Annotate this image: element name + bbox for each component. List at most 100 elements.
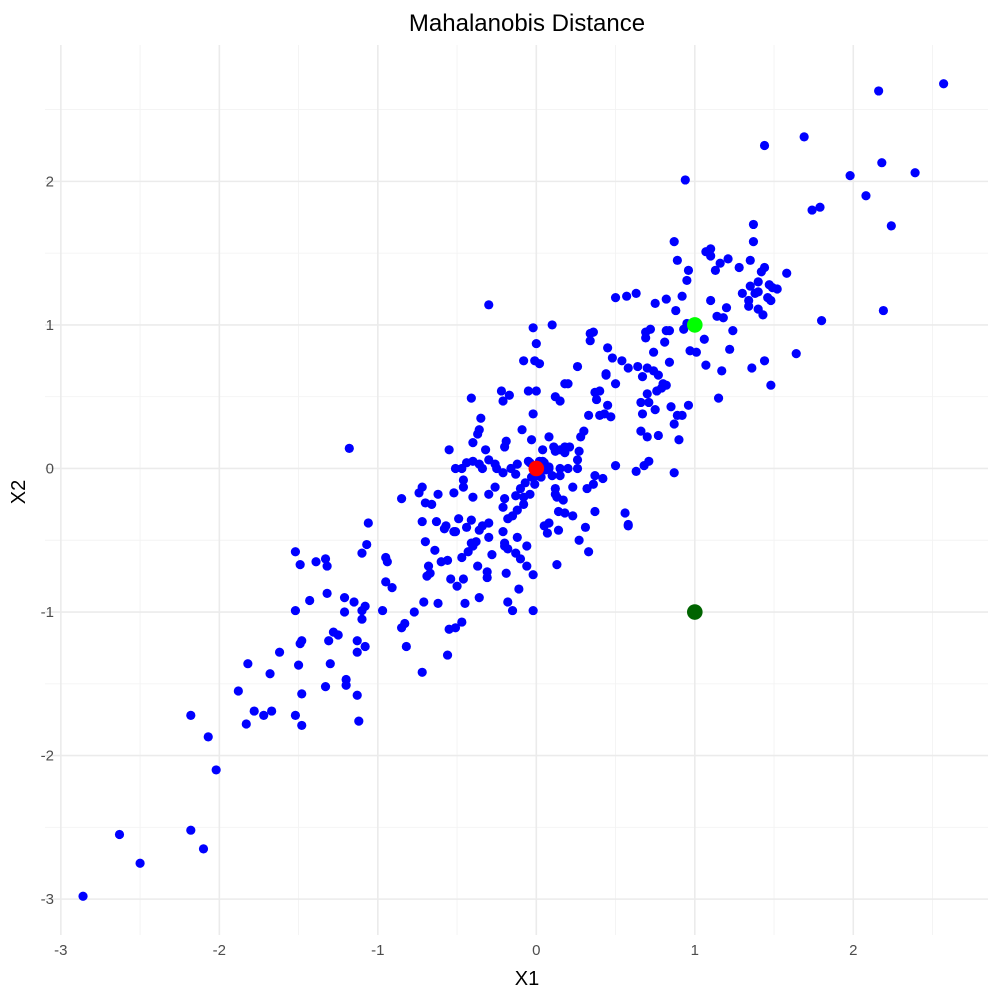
data-point: [544, 432, 554, 442]
data-point: [498, 502, 508, 512]
data-point: [339, 593, 350, 603]
data-point: [715, 258, 725, 268]
data-point: [382, 557, 392, 567]
data-point: [420, 537, 430, 547]
data-point: [471, 537, 481, 547]
data-point: [645, 324, 656, 334]
data-point: [473, 561, 483, 571]
x-tick-label: 1: [691, 942, 699, 959]
data-point: [642, 432, 652, 442]
data-point: [322, 561, 332, 571]
data-point: [352, 636, 362, 646]
data-point: [631, 288, 641, 298]
data-point: [466, 515, 476, 525]
data-point: [620, 508, 630, 518]
highlight-point: [686, 317, 703, 333]
data-point: [650, 298, 660, 308]
data-point: [466, 393, 476, 403]
data-point: [815, 202, 825, 212]
data-point: [442, 555, 453, 565]
data-point: [560, 442, 570, 452]
data-point: [580, 522, 591, 532]
data-point: [528, 570, 538, 580]
data-point: [458, 475, 469, 485]
major-grid: [45, 45, 988, 935]
data-point: [558, 495, 568, 505]
data-point: [753, 287, 763, 297]
data-point: [766, 380, 776, 390]
data-point: [439, 524, 449, 534]
highlight-points: [528, 317, 703, 620]
data-point: [500, 494, 510, 504]
data-point: [477, 463, 488, 474]
data-point: [603, 343, 613, 353]
data-point: [484, 300, 494, 310]
data-point: [584, 410, 594, 420]
data-point: [511, 491, 521, 501]
data-point: [555, 463, 565, 474]
data-point: [807, 205, 817, 215]
data-point: [572, 463, 583, 474]
data-point: [661, 294, 671, 304]
data-point: [297, 689, 307, 699]
y-axis-title: X2: [8, 480, 30, 504]
highlight-point: [528, 460, 545, 477]
data-point: [519, 499, 529, 509]
data-points: [78, 79, 949, 901]
data-point: [423, 561, 434, 571]
data-point: [910, 168, 920, 178]
data-point: [490, 482, 500, 492]
y-tick-label: 0: [46, 460, 54, 477]
data-point: [874, 86, 884, 96]
data-point: [568, 511, 578, 521]
data-point: [461, 522, 472, 532]
data-point: [357, 548, 367, 558]
data-point: [449, 488, 459, 498]
data-point: [341, 680, 351, 690]
data-point: [311, 557, 321, 567]
data-point: [243, 659, 253, 669]
data-point: [560, 508, 570, 518]
data-point: [617, 356, 627, 366]
data-point: [450, 623, 461, 633]
data-point: [633, 361, 643, 372]
data-point: [525, 489, 535, 499]
data-point: [349, 597, 359, 607]
data-point: [503, 597, 513, 607]
data-point: [550, 483, 560, 494]
data-point: [664, 326, 675, 336]
data-point: [514, 584, 524, 594]
data-point: [574, 535, 584, 545]
data-point: [259, 710, 269, 720]
data-point: [517, 425, 527, 435]
data-point: [498, 468, 508, 478]
data-point: [718, 313, 728, 323]
data-point: [734, 262, 744, 273]
data-point: [324, 636, 334, 646]
data-point: [460, 598, 470, 609]
data-point: [669, 419, 679, 429]
tick-labels: -3 -2 -1 0 1 2 -3 -2 -1 0 1 2: [41, 173, 858, 959]
data-point: [419, 597, 429, 607]
data-point: [512, 532, 522, 542]
data-point: [636, 426, 646, 436]
x-tick-label: 0: [532, 942, 540, 959]
data-point: [555, 396, 565, 406]
data-point: [325, 659, 335, 669]
data-point: [877, 158, 887, 168]
x-tick-label: -1: [371, 942, 384, 959]
data-point: [552, 560, 562, 570]
data-point: [420, 498, 430, 508]
data-point: [767, 282, 778, 293]
data-point: [461, 458, 472, 468]
data-point: [476, 413, 486, 423]
data-point: [878, 305, 888, 316]
data-point: [290, 547, 301, 557]
data-point: [636, 397, 646, 408]
data-point: [249, 706, 259, 716]
data-point: [660, 337, 670, 347]
data-point: [555, 471, 565, 481]
x-axis-title: X1: [515, 968, 539, 990]
data-point: [648, 347, 659, 357]
